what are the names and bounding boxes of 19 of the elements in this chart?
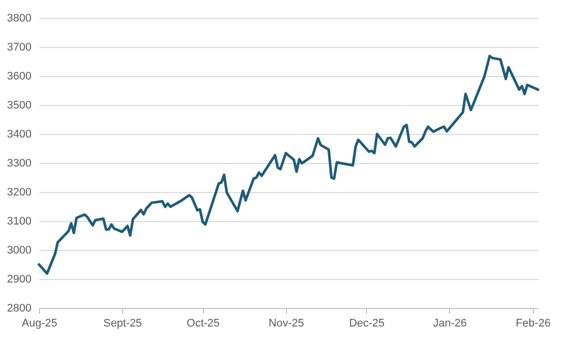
x-tick-label: Feb-26: [516, 318, 551, 330]
y-tick-label: 3700: [7, 42, 32, 54]
y-tick-label: 3300: [7, 158, 32, 170]
y-tick-label: 3000: [7, 244, 32, 256]
x-tick-label: Nov-25: [268, 318, 304, 330]
y-tick-label: 2900: [7, 274, 32, 286]
y-tick-label: 3200: [7, 186, 32, 198]
y-tick-label: 3500: [7, 100, 32, 112]
x-tick-label: Aug-25: [22, 318, 58, 330]
y-tick-label: 3800: [7, 12, 32, 24]
x-tick-label: Sept-25: [103, 318, 142, 330]
x-tick-label: Jan-26: [433, 318, 467, 330]
y-tick-label: 3100: [7, 216, 32, 228]
y-tick-label: 3400: [7, 128, 32, 140]
y-tick-label: 3600: [7, 70, 32, 82]
y-tick-label: 2800: [7, 302, 32, 314]
x-tick-label: Oct-25: [186, 318, 220, 330]
x-tick-label: Dec-25: [349, 318, 385, 330]
line-series: [38, 54, 540, 275]
